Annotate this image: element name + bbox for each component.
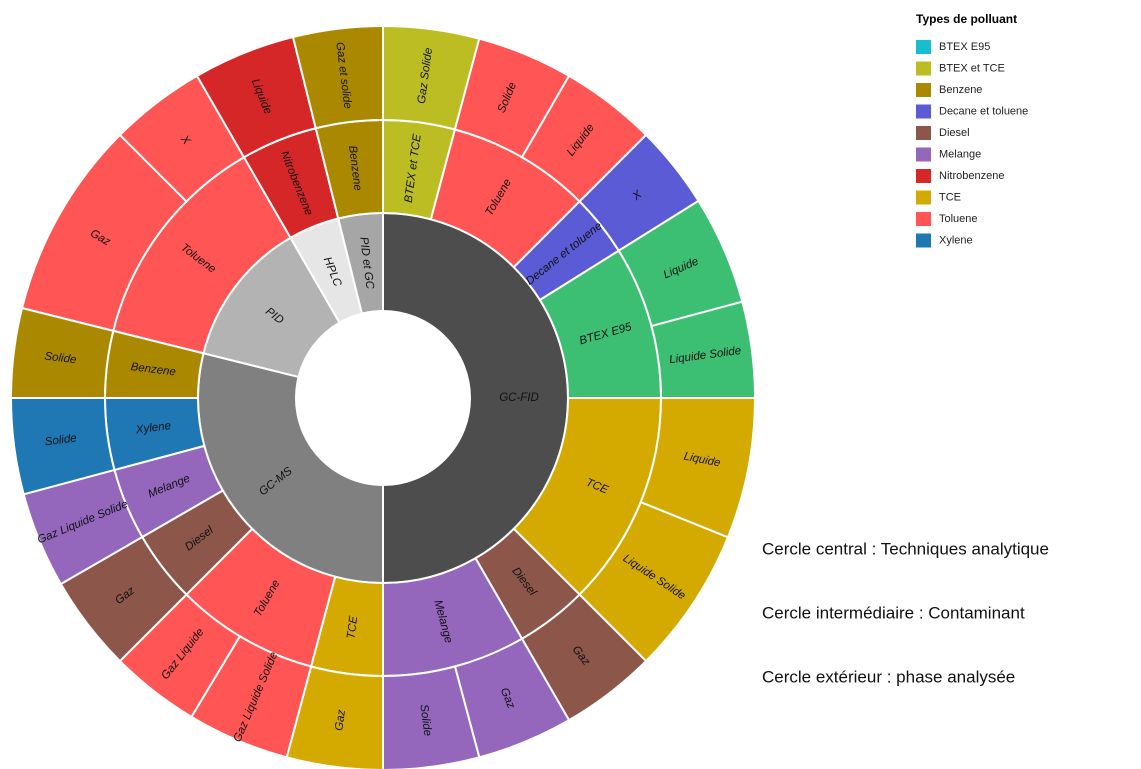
legend-label: BTEX E95: [939, 41, 990, 53]
legend-swatch: [916, 83, 931, 97]
legend-label: Toluene: [939, 213, 978, 225]
legend-swatch: [916, 233, 931, 248]
legend-label: Benzene: [939, 84, 982, 96]
legend-swatch: [916, 61, 931, 76]
legend-title: Types de polluant: [916, 12, 1017, 26]
annotation: Cercle intermédiaire : Contaminant: [762, 603, 1025, 622]
legend-label: BTEX et TCE: [939, 62, 1005, 74]
legend-swatch: [916, 212, 931, 226]
legend-swatch: [916, 104, 931, 119]
arc-label: Xylene: [134, 420, 171, 437]
arc-label: Benzene: [130, 361, 177, 378]
legend-label: Diesel: [939, 127, 970, 139]
legend-swatch: [916, 147, 931, 162]
legend-label: Xylene: [939, 234, 973, 246]
annotation: Cercle central : Techniques analytique: [762, 539, 1049, 558]
legend-swatch: [916, 169, 931, 183]
arc-label: Benzene: [346, 145, 363, 192]
legend-label: TCE: [939, 191, 961, 203]
arc-label: GC-FID: [499, 392, 539, 404]
legend-label: Melange: [939, 148, 981, 160]
arc-label: Gaz: [333, 709, 348, 732]
legend-label: Decane et toluene: [939, 105, 1028, 117]
arc-label: Solide: [44, 432, 77, 448]
annotation: Cercle extérieur : phase analysée: [762, 667, 1015, 686]
legend-label: Nitrobenzene: [939, 170, 1004, 182]
arc-label: Solide: [417, 704, 433, 737]
arc-label: TCE: [345, 615, 360, 640]
phase-arc: [291, 24, 384, 130]
legend-swatch: [916, 40, 931, 54]
legend-swatch: [916, 126, 931, 140]
legend-swatch: [916, 190, 931, 205]
arc-label: Solide: [44, 351, 77, 367]
